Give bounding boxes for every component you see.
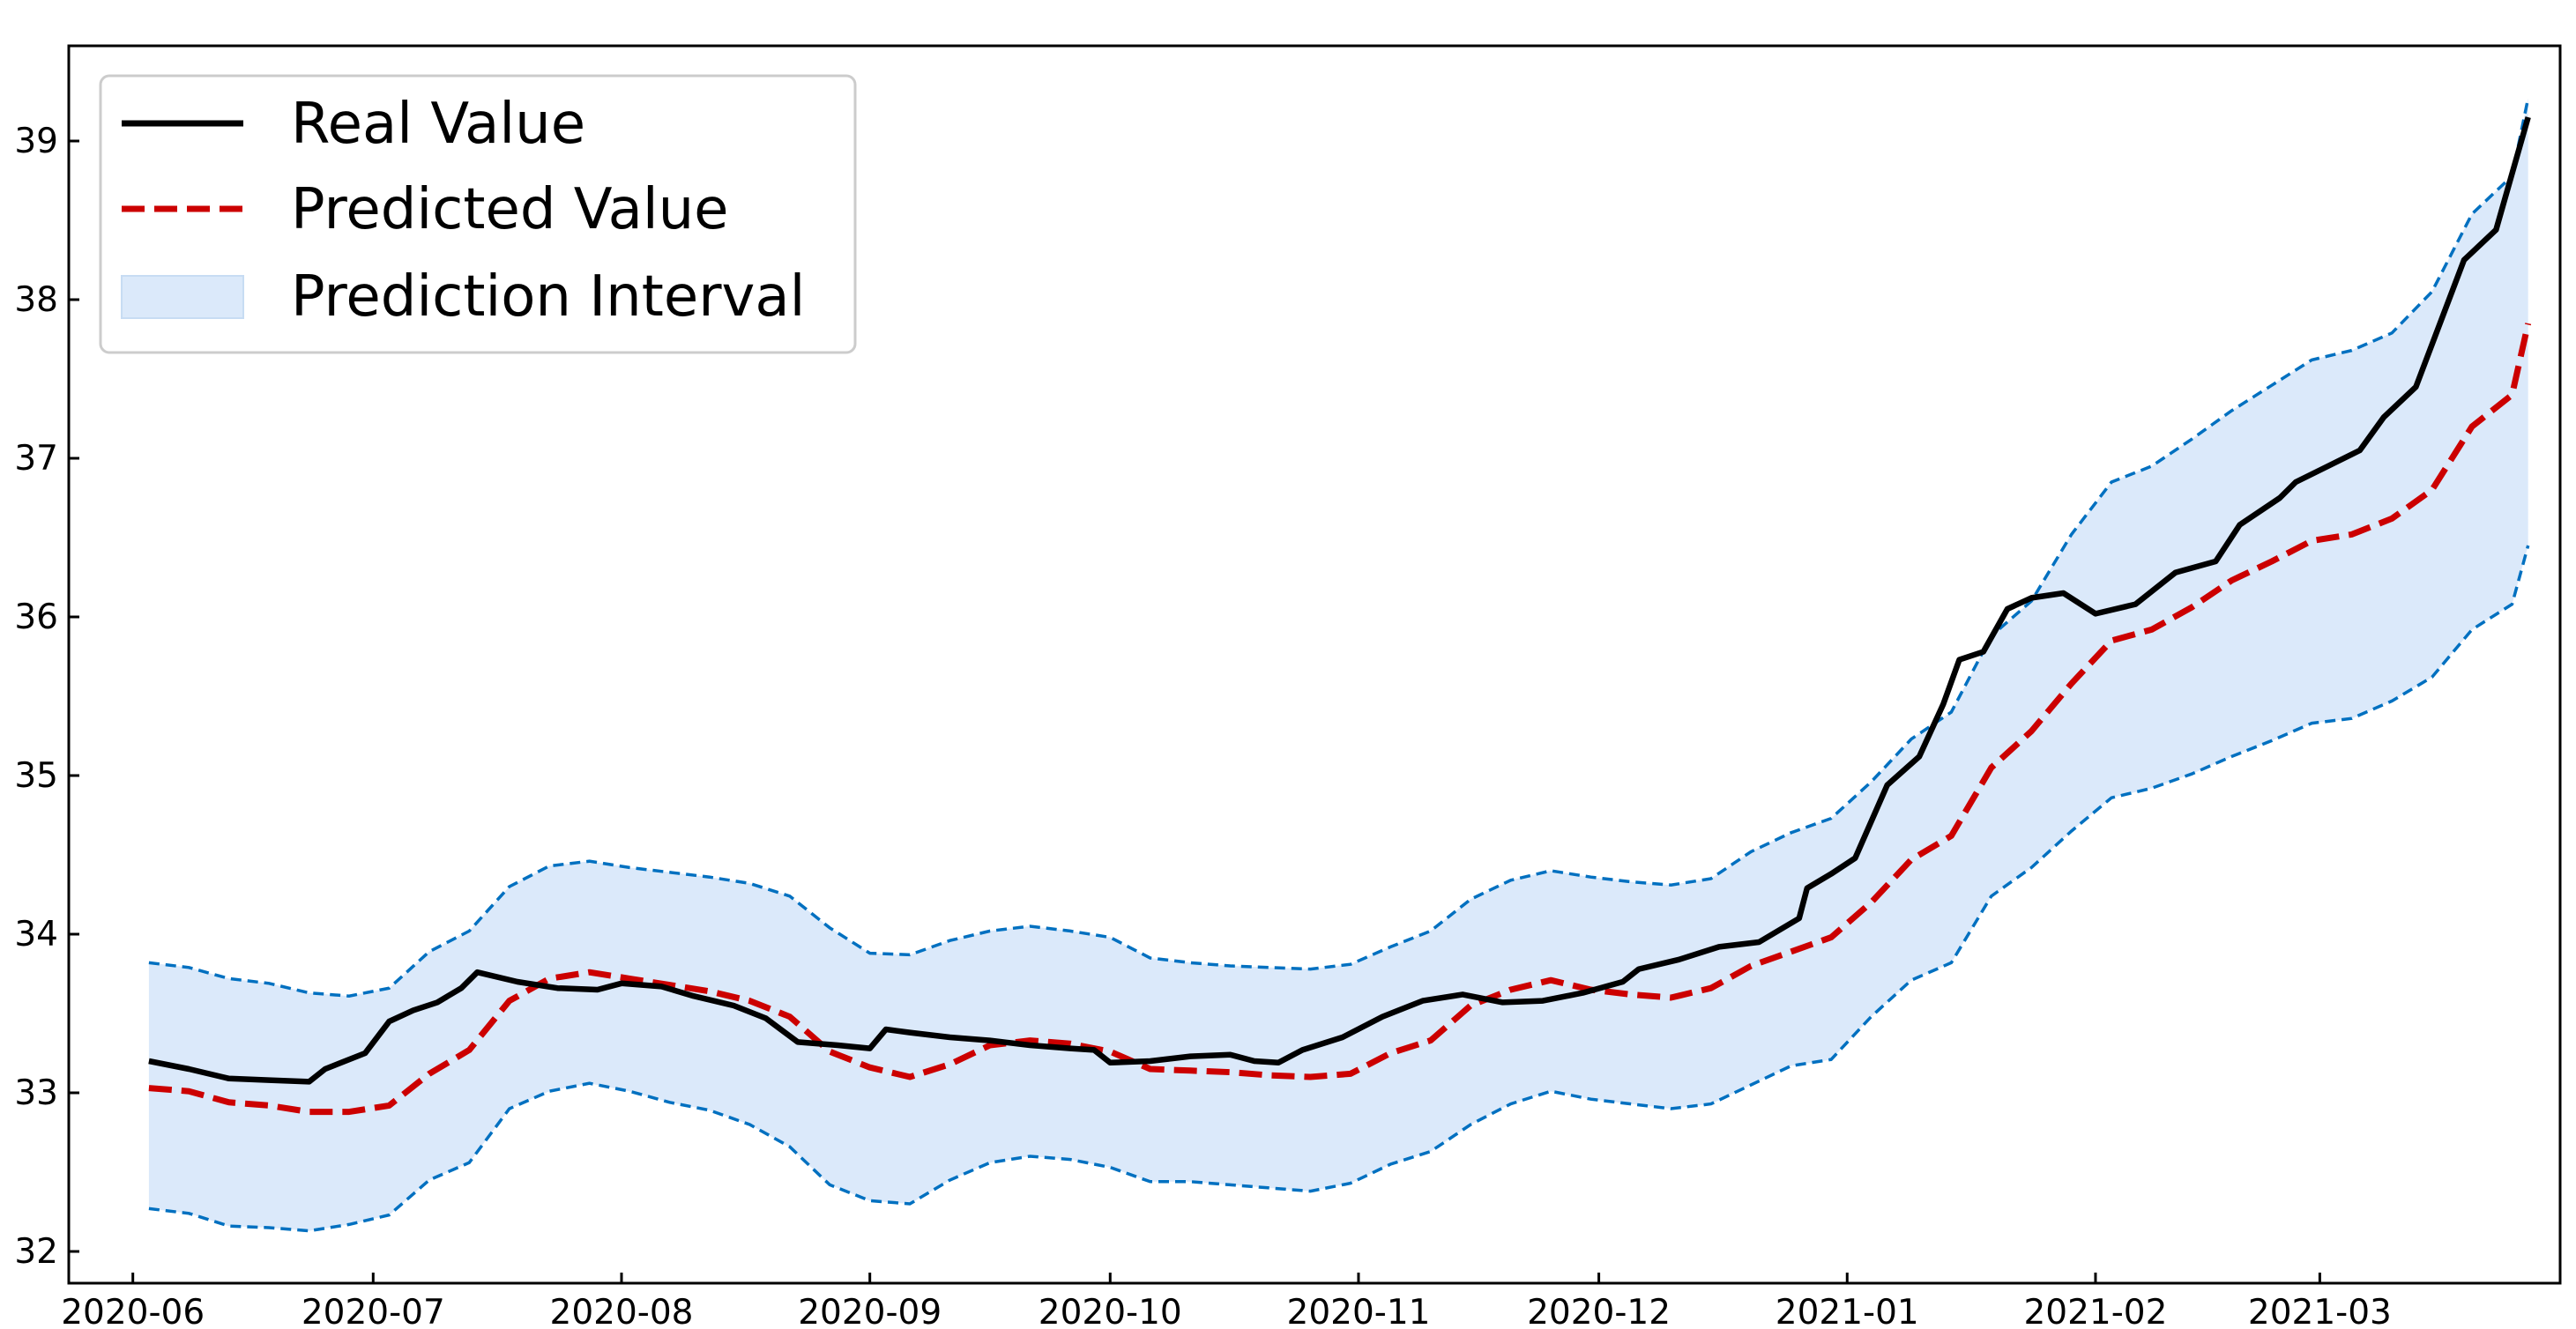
x-tick-label: 2020-11 [1287,1293,1431,1329]
real-value-line [148,116,2531,1085]
x-tick-label: 2020-09 [798,1293,942,1329]
legend: Real Value Predicted Value Prediction In… [99,74,857,354]
legend-prediction-interval-label: Prediction Interval [291,264,805,330]
legend-prediction-interval-swatch [121,275,244,319]
prediction-interval-upper-bound [148,98,2530,998]
x-tick-label: 2021-02 [2023,1293,2167,1329]
predicted-value-line [148,323,2532,1116]
x-tick-label: 2020-06 [61,1293,205,1329]
y-tick-label: 33 [14,1073,58,1113]
x-tick-label: 2020-08 [550,1293,694,1329]
y-tick-label: 35 [14,756,58,796]
prediction-interval-band [148,98,2528,1231]
legend-real-value-label: Real Value [291,92,585,157]
x-tick-label: 2020-07 [302,1293,445,1329]
x-tick-label: 2020-10 [1039,1293,1182,1329]
y-tick-label: 38 [14,280,58,320]
y-tick-label: 37 [14,439,58,479]
prediction-interval-layer [148,98,2530,1233]
y-tick-label: 36 [14,598,58,637]
series-lines-layer [148,116,2532,1116]
y-tick-label: 34 [14,915,58,954]
prediction-interval-lower-bound [148,545,2530,1233]
x-tick-label: 2021-03 [2248,1293,2392,1329]
x-tick-label: 2021-01 [1776,1293,1919,1329]
legend-box [99,74,857,354]
plot-frame [67,44,2562,1285]
y-tick-label: 39 [14,122,58,161]
x-axis-ticks: 2020-06 2020-07 2020-08 2020-09 2020-10 2020-… [61,1273,2392,1329]
x-tick-label: 2020-12 [1527,1293,1671,1329]
y-axis-ticks: 32 33 34 35 36 37 38 39 [14,122,79,1272]
legend-predicted-value-label: Predicted Value [291,177,729,242]
y-tick-label: 32 [14,1232,58,1272]
